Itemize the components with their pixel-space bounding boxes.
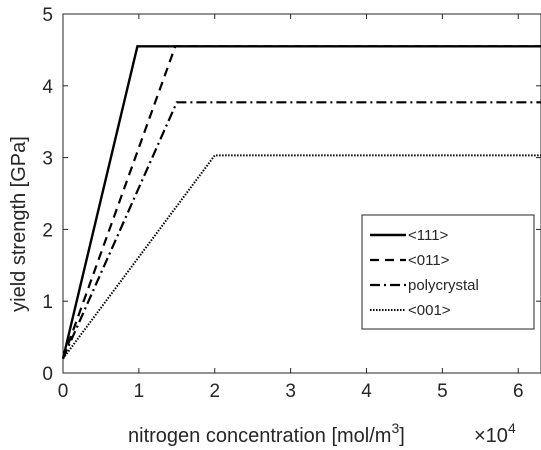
legend: <111> <011> polycrystal <001> (361, 214, 535, 330)
x-tick-label: 3 (285, 381, 296, 402)
y-tick-label: 5 (42, 5, 53, 26)
y-tick-label: 1 (42, 292, 53, 313)
y-tick-label: 0 (42, 364, 53, 385)
ticks-layer: 0 1 2 3 4 5 6 0 1 2 3 4 5 (42, 5, 541, 402)
x-axis-multiplier: ×104 (474, 420, 516, 447)
x-axis-multiplier-base: ×10 (474, 425, 508, 447)
y-axis-label: yield strength [GPa] (8, 136, 30, 312)
series-line-2 (61, 101, 541, 360)
x-axis-label-superscript: 3 (391, 420, 399, 436)
x-axis-multiplier-exponent: 4 (508, 420, 516, 436)
x-axis-label: nitrogen concentration [mol/m3] (128, 420, 405, 447)
legend-label-1: <011> (408, 252, 450, 269)
legend-label-0: <111> (408, 227, 449, 244)
x-tick-label: 0 (58, 381, 69, 402)
y-tick-label: 4 (42, 77, 53, 98)
x-tick-label: 1 (134, 381, 145, 402)
y-tick-label: 3 (42, 149, 53, 170)
legend-label-3: <001> (408, 302, 451, 319)
legend-label-2: polycrystal (408, 277, 479, 294)
x-tick-label: 4 (361, 381, 372, 402)
x-axis-label-suffix: ] (399, 425, 405, 447)
x-tick-label: 6 (513, 381, 524, 402)
x-axis-label-main: nitrogen concentration [mol/m (128, 425, 391, 447)
series-line-1 (61, 45, 541, 359)
x-tick-label: 2 (209, 381, 220, 402)
x-tick-label: 5 (437, 381, 448, 402)
series-line-3 (62, 154, 541, 360)
y-tick-label: 2 (42, 220, 53, 241)
series-layer (61, 45, 541, 360)
